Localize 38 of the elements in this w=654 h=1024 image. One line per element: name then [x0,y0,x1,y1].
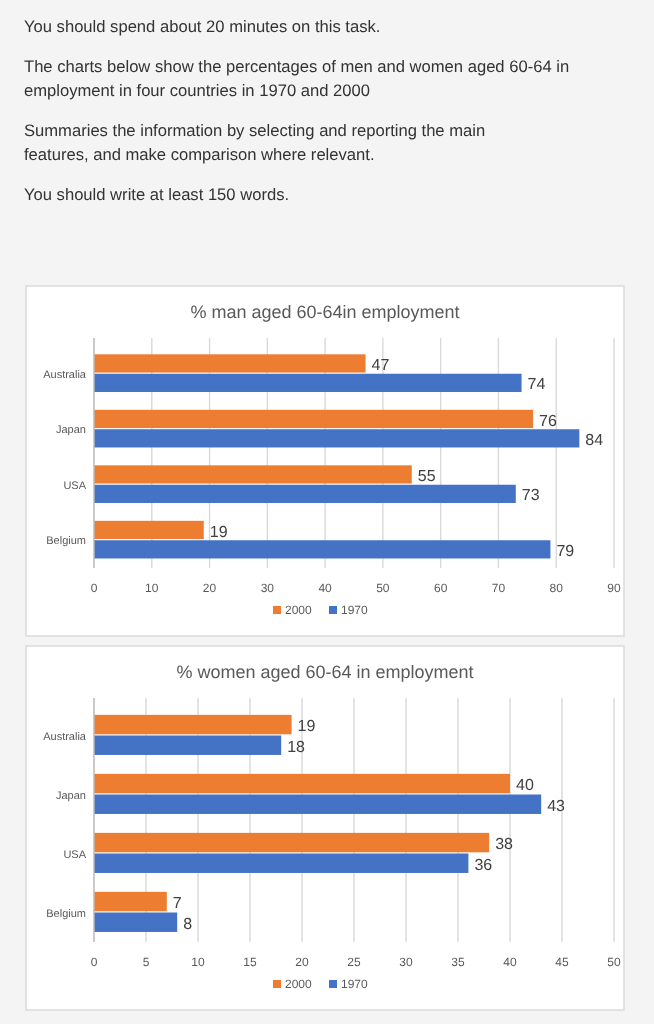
bar [94,773,510,794]
bar [94,520,204,540]
bar [94,794,542,814]
data-label: 73 [521,486,541,505]
data-label: 18 [287,737,307,756]
chart-title: % man aged 60-64in employment [190,302,461,322]
bar [94,735,282,755]
data-label: 38 [495,835,515,854]
bar [94,540,551,559]
bar [94,354,366,373]
data-label: 84 [585,430,605,449]
text: You should write at least 150 words. [24,184,290,204]
bar [94,373,522,392]
data-label: 7 [172,894,183,913]
bar [94,484,516,503]
bar [94,714,292,735]
bar [94,853,469,873]
chart-title: % women aged 60-64 in employment [176,662,475,682]
data-label: 74 [527,375,547,394]
data-label: 76 [539,411,559,430]
text: The charts below show the percentages of men and women aged 60-64 in employment in four countries in 1970 and 2000 [24,56,570,100]
bar [94,891,167,912]
text: You should spend about 20 minutes on this task. [24,16,381,36]
bar [94,429,580,448]
bar [94,409,534,429]
data-label: 55 [417,467,437,486]
data-label: 36 [474,855,494,874]
data-label: 43 [547,796,567,815]
text: Summaries the information by selecting and reporting the main features, and make comparison where relevant. [24,120,486,164]
data-label: 8 [183,914,194,933]
bar [94,832,490,853]
data-label: 40 [516,776,535,795]
data-label: 19 [297,717,317,736]
data-label: 19 [209,522,229,541]
bar [94,912,178,932]
data-label: 47 [371,356,391,375]
bar [94,465,412,484]
data-label: 79 [556,541,576,560]
